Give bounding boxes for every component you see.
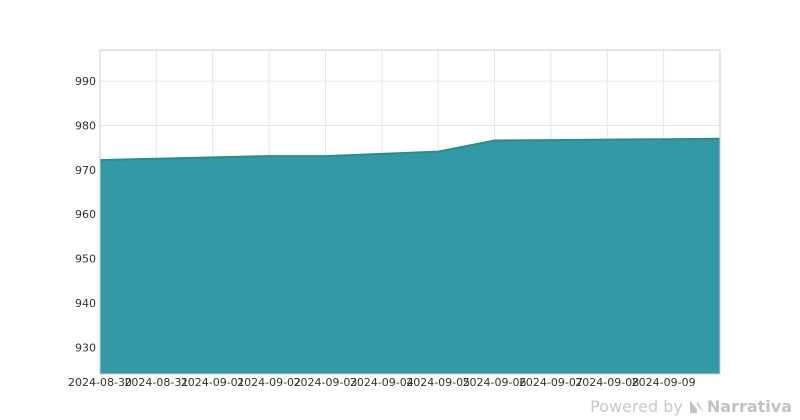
y-tick-label: 930 — [75, 341, 96, 354]
x-tick-label: 2024-09-05 — [406, 376, 470, 389]
x-tick-label: 2024-08-31 — [124, 376, 188, 389]
plot-frame — [99, 49, 721, 375]
y-tick-label: 960 — [75, 208, 96, 221]
x-tick-label: 2024-09-06 — [463, 376, 527, 389]
series-line — [99, 137, 721, 162]
y-axis-ticks: 930 940 950 960 970 980 990 — [75, 75, 96, 354]
x-tick-label: 2024-08-30 — [68, 376, 132, 389]
y-tick-label: 950 — [75, 253, 96, 266]
brand-name: Narrativa — [706, 397, 792, 416]
y-tick-label: 990 — [75, 75, 96, 88]
series-area — [100, 138, 720, 374]
x-tick-label: 2024-09-07 — [519, 376, 583, 389]
x-axis-ticks: 2024-08-302024-08-312024-09-012024-09-02… — [68, 376, 696, 389]
x-tick-label: 2024-09-09 — [632, 376, 696, 389]
y-tick-label: 980 — [75, 119, 96, 132]
footer: Powered by Narrativa — [590, 397, 792, 416]
y-tick-label: 940 — [75, 297, 96, 310]
x-tick-label: 2024-09-04 — [350, 376, 414, 389]
brand: Narrativa — [689, 397, 792, 416]
x-tick-label: 2024-09-02 — [237, 376, 301, 389]
x-tick-label: 2024-09-08 — [575, 376, 639, 389]
x-tick-label: 2024-09-03 — [293, 376, 357, 389]
x-tick-label: 2024-09-01 — [181, 376, 245, 389]
narrativa-logo-icon — [689, 400, 704, 413]
y-tick-label: 970 — [75, 164, 96, 177]
powered-by-text: Powered by — [590, 397, 683, 416]
